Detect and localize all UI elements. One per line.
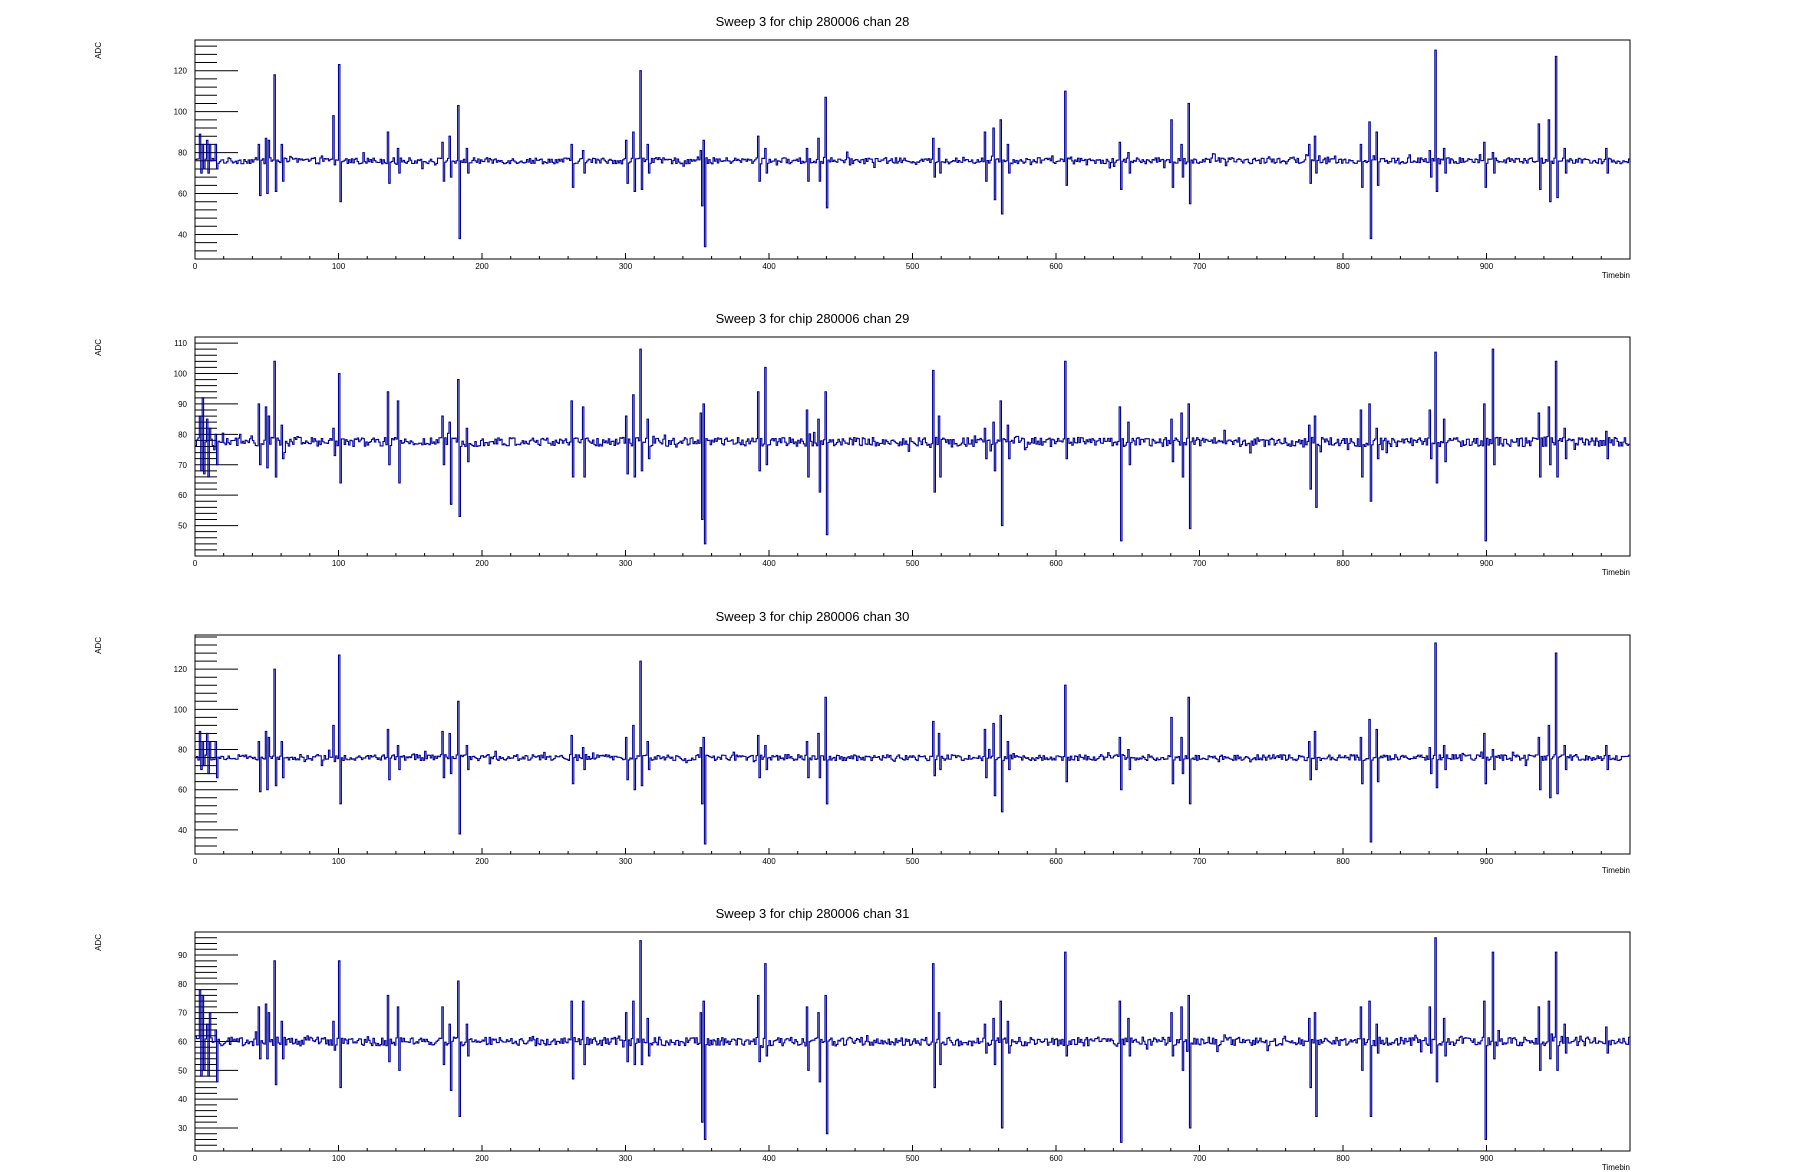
x-tick-label: 400 [762,857,776,866]
y-tick-label: 40 [178,826,187,835]
x-tick-label: 600 [1049,559,1063,568]
x-tick-label: 900 [1480,1154,1494,1163]
y-tick-label: 90 [178,951,187,960]
y-tick-label: 40 [178,230,187,239]
y-axis-label: ADC [94,637,103,654]
y-tick-label: 50 [178,1066,187,1075]
x-tick-label: 400 [762,559,776,568]
x-tick-label: 700 [1193,857,1207,866]
x-tick-label: 300 [619,262,633,271]
chart-title: Sweep 3 for chip 280006 chan 31 [716,906,910,921]
x-tick-label: 300 [619,857,633,866]
y-tick-label: 60 [178,491,187,500]
x-tick-label: 100 [332,857,346,866]
chart-title: Sweep 3 for chip 280006 chan 29 [716,311,910,326]
x-tick-label: 600 [1049,857,1063,866]
y-tick-label: 60 [178,1038,187,1047]
y-tick-label: 100 [174,705,188,714]
y-tick-label: 70 [178,461,187,470]
plot-frame [194,336,1631,557]
x-tick-label: 700 [1193,262,1207,271]
chart-panel-3: Sweep 3 for chip 280006 chan 31 ADC Timebi… [94,906,1631,1172]
y-tick-label: 120 [174,665,188,674]
x-tick-label: 600 [1049,262,1063,271]
x-tick-label: 100 [332,262,346,271]
adc-waveform-series [195,49,1630,248]
x-tick-label: 100 [332,1154,346,1163]
x-tick-label: 800 [1336,857,1350,866]
chart-panel-2: Sweep 3 for chip 280006 chan 30 ADC Timebi… [94,609,1631,875]
x-tick-label: 0 [193,1154,198,1163]
x-tick-label: 300 [619,1154,633,1163]
y-tick-label: 50 [178,522,187,531]
y-axis-label: ADC [94,934,103,951]
x-tick-label: 500 [906,1154,920,1163]
y-tick-label: 80 [178,746,187,755]
chart-panel-0: Sweep 3 for chip 280006 chan 28 ADC Timebi… [94,14,1631,280]
adc-waveform-series [195,642,1630,845]
y-tick-label: 80 [178,149,187,158]
y-tick-label: 60 [178,190,187,199]
y-tick-label: 70 [178,1009,187,1018]
x-axis-label: Timebin [1602,866,1630,875]
y-axis-label: ADC [94,339,103,356]
x-tick-label: 400 [762,262,776,271]
x-tick-label: 200 [475,1154,489,1163]
adc-waveform-series [195,937,1630,1143]
x-tick-label: 0 [193,262,198,271]
x-tick-label: 200 [475,559,489,568]
y-tick-label: 110 [174,339,187,348]
y-tick-label: 90 [178,400,187,409]
x-tick-label: 0 [193,559,198,568]
x-tick-label: 500 [906,262,920,271]
x-tick-label: 500 [906,559,920,568]
x-tick-label: 400 [762,1154,776,1163]
y-tick-label: 40 [178,1095,187,1104]
plot-frame [194,39,1631,260]
y-tick-label: 120 [174,67,188,76]
x-tick-label: 0 [193,857,198,866]
x-tick-label: 800 [1336,559,1350,568]
x-axis-label: Timebin [1602,271,1630,280]
x-axis-label: Timebin [1602,1163,1630,1172]
adc-waveform-series [195,348,1630,545]
y-tick-label: 100 [174,370,188,379]
y-tick-label: 80 [178,980,187,989]
x-tick-label: 100 [332,559,346,568]
y-tick-label: 60 [178,786,187,795]
chart-title: Sweep 3 for chip 280006 chan 30 [716,609,910,624]
x-tick-label: 700 [1193,1154,1207,1163]
chart-title: Sweep 3 for chip 280006 chan 28 [716,14,910,29]
x-tick-label: 900 [1480,857,1494,866]
x-tick-label: 200 [475,857,489,866]
x-tick-label: 200 [475,262,489,271]
y-tick-label: 100 [174,108,188,117]
plot-frame [194,634,1631,855]
x-tick-label: 800 [1336,1154,1350,1163]
x-axis-label: Timebin [1602,568,1630,577]
y-tick-label: 80 [178,430,187,439]
x-tick-label: 500 [906,857,920,866]
y-tick-label: 30 [178,1124,187,1133]
x-tick-label: 300 [619,559,633,568]
x-tick-label: 900 [1480,262,1494,271]
x-tick-label: 800 [1336,262,1350,271]
x-tick-label: 700 [1193,559,1207,568]
x-tick-label: 600 [1049,1154,1063,1163]
y-axis-label: ADC [94,42,103,59]
x-tick-label: 900 [1480,559,1494,568]
chart-panel-1: Sweep 3 for chip 280006 chan 29 ADC Timebi… [94,311,1631,577]
